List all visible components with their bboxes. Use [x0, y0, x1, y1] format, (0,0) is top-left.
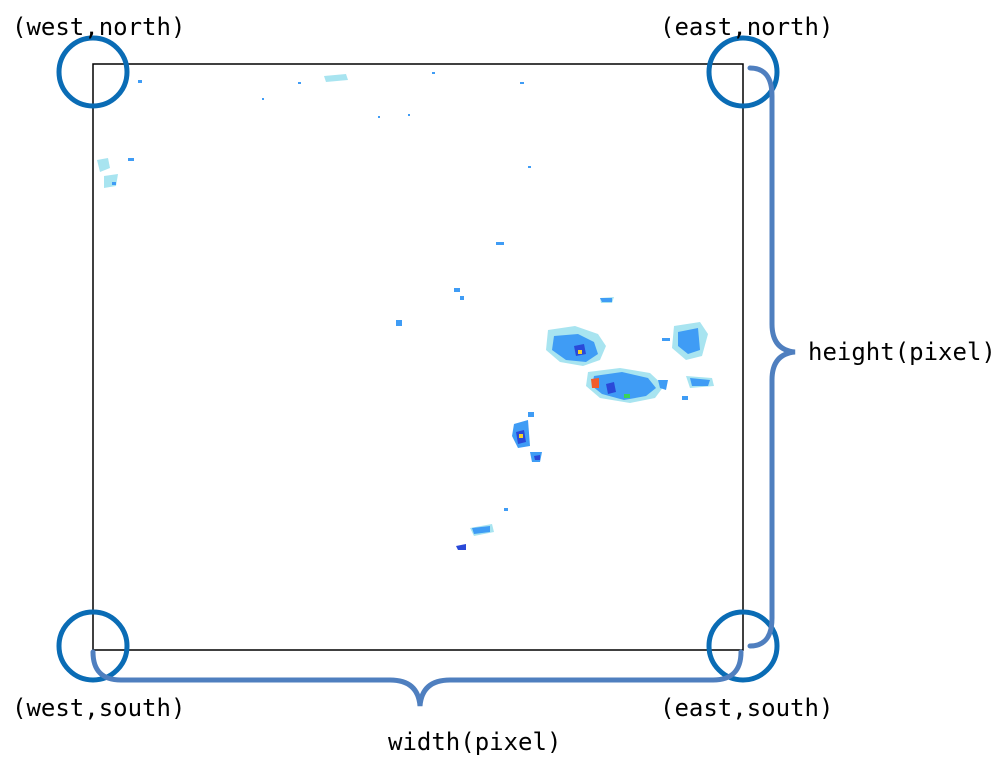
rain-cells-moderate: [472, 298, 710, 534]
label-east-south: (east,south): [660, 694, 833, 722]
height-brace: [747, 65, 796, 649]
rain-radar-image: [97, 72, 714, 550]
bounding-frame: [92, 63, 744, 651]
rain-cells-intense: [519, 350, 630, 438]
corner-circle-west-north: [56, 35, 130, 109]
width-brace: [90, 649, 744, 707]
label-height: height(pixel): [808, 338, 996, 366]
corner-circle-east-north: [706, 35, 780, 109]
rain-cells-heavy: [456, 344, 616, 550]
label-west-south: (west,south): [12, 694, 185, 722]
corner-circle-west-south: [56, 609, 130, 683]
label-east-north: (east,north): [660, 13, 833, 41]
rain-cells-light: [97, 74, 714, 536]
corner-circle-east-south: [706, 609, 780, 683]
label-west-north: (west,north): [12, 13, 185, 41]
rain-specks: [112, 72, 688, 511]
label-width: width(pixel): [388, 728, 561, 756]
